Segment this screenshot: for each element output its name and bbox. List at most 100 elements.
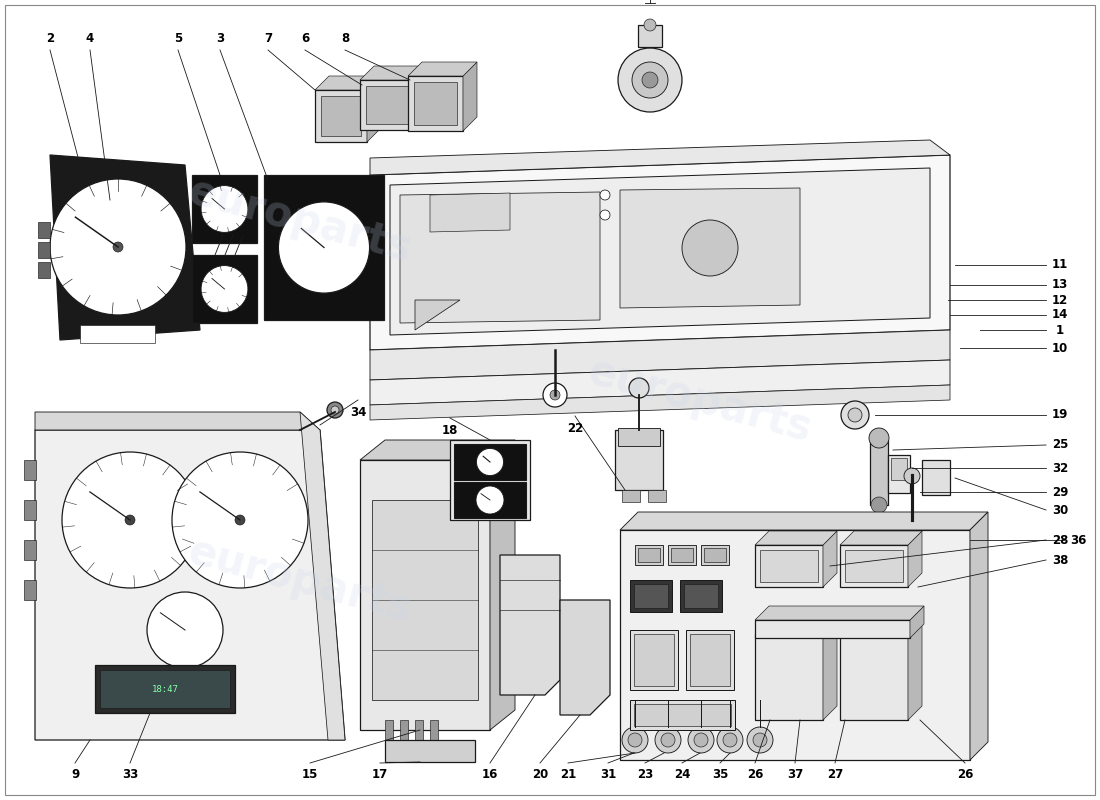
Bar: [39, 262, 50, 278]
Circle shape: [621, 727, 648, 753]
Polygon shape: [35, 430, 345, 740]
Bar: [755, 635, 823, 720]
Bar: [39, 242, 50, 258]
Text: 28: 28: [1052, 534, 1068, 546]
Bar: [385, 740, 475, 762]
Text: 13: 13: [1052, 278, 1068, 291]
Bar: [755, 620, 910, 638]
Polygon shape: [360, 66, 429, 80]
Circle shape: [50, 179, 186, 315]
Circle shape: [842, 401, 869, 429]
Bar: [400, 720, 408, 740]
Circle shape: [906, 515, 918, 527]
Circle shape: [694, 733, 708, 747]
Circle shape: [632, 62, 668, 98]
Bar: [668, 545, 696, 565]
Bar: [638, 25, 662, 47]
Bar: [24, 540, 36, 560]
Bar: [701, 545, 729, 565]
Bar: [888, 455, 910, 493]
Text: 21: 21: [560, 769, 576, 782]
Bar: [321, 96, 361, 136]
Text: 11: 11: [1052, 258, 1068, 271]
Bar: [450, 440, 530, 520]
Bar: [414, 82, 456, 125]
Bar: [385, 720, 393, 740]
Bar: [24, 460, 36, 480]
Polygon shape: [370, 140, 950, 175]
Text: 35: 35: [712, 769, 728, 782]
Polygon shape: [755, 606, 924, 620]
Circle shape: [147, 592, 223, 668]
Text: 3: 3: [216, 31, 224, 45]
Bar: [635, 545, 663, 565]
Polygon shape: [390, 168, 930, 335]
Bar: [315, 90, 367, 142]
Polygon shape: [50, 155, 200, 340]
Text: 29: 29: [1052, 486, 1068, 498]
Polygon shape: [908, 621, 922, 720]
Polygon shape: [840, 621, 922, 635]
Circle shape: [717, 727, 743, 753]
Bar: [870, 440, 888, 505]
Circle shape: [476, 486, 504, 514]
Text: 23: 23: [637, 769, 653, 782]
Circle shape: [654, 727, 681, 753]
Text: 16: 16: [482, 769, 498, 782]
Bar: [430, 720, 438, 740]
Circle shape: [235, 515, 245, 525]
Bar: [648, 490, 666, 502]
Polygon shape: [970, 512, 988, 760]
Text: 30: 30: [1052, 503, 1068, 517]
Bar: [680, 580, 722, 612]
Bar: [690, 634, 730, 686]
Polygon shape: [910, 606, 924, 638]
Circle shape: [642, 72, 658, 88]
Text: 34: 34: [350, 406, 366, 418]
Polygon shape: [463, 62, 477, 131]
Circle shape: [871, 497, 887, 513]
Text: 37: 37: [786, 769, 803, 782]
Bar: [638, 548, 660, 562]
Bar: [630, 630, 678, 690]
Bar: [415, 720, 424, 740]
Polygon shape: [370, 155, 950, 350]
Polygon shape: [620, 188, 800, 308]
Bar: [615, 430, 663, 490]
Polygon shape: [315, 76, 381, 90]
Polygon shape: [370, 385, 950, 420]
Text: 17: 17: [372, 769, 388, 782]
Bar: [922, 460, 950, 495]
Circle shape: [113, 242, 123, 252]
Bar: [24, 580, 36, 600]
Text: europarts: europarts: [583, 350, 816, 450]
Text: 18: 18: [442, 423, 459, 437]
Bar: [408, 76, 463, 131]
Text: 33: 33: [122, 769, 139, 782]
Circle shape: [747, 727, 773, 753]
Text: europarts: europarts: [184, 530, 417, 630]
Text: 32: 32: [1052, 462, 1068, 474]
Circle shape: [688, 727, 714, 753]
Bar: [621, 490, 640, 502]
Text: 27: 27: [827, 769, 843, 782]
Polygon shape: [430, 193, 510, 232]
Polygon shape: [823, 621, 837, 720]
Polygon shape: [490, 440, 515, 730]
Bar: [80, 325, 155, 343]
Circle shape: [476, 448, 504, 476]
Text: 8: 8: [341, 31, 349, 45]
Circle shape: [723, 733, 737, 747]
Bar: [684, 584, 718, 608]
Text: 6: 6: [301, 31, 309, 45]
Polygon shape: [370, 360, 950, 405]
Bar: [618, 428, 660, 446]
Text: 25: 25: [1052, 438, 1068, 451]
Circle shape: [682, 220, 738, 276]
Polygon shape: [408, 62, 477, 76]
Polygon shape: [300, 412, 345, 740]
Bar: [360, 460, 490, 730]
Bar: [360, 80, 415, 130]
Polygon shape: [415, 300, 460, 330]
Text: 1: 1: [1056, 323, 1064, 337]
